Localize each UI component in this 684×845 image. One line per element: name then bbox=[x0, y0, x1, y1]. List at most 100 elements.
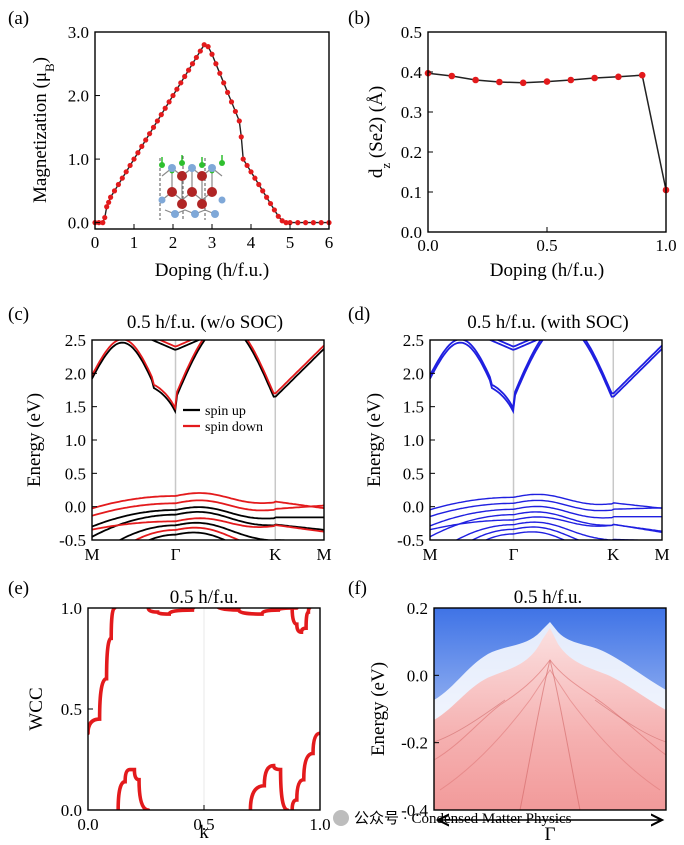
data-point bbox=[638, 71, 646, 79]
data-point bbox=[252, 175, 258, 181]
data-point bbox=[174, 86, 180, 92]
data-point bbox=[111, 188, 118, 194]
data-point bbox=[193, 54, 199, 61]
data-point bbox=[217, 70, 223, 76]
wcc-curve bbox=[146, 608, 299, 616]
data-point bbox=[131, 156, 137, 162]
y-tick-label: 0.5 bbox=[401, 23, 422, 42]
data-point bbox=[213, 61, 219, 67]
k-point-label: M bbox=[316, 545, 331, 564]
data-point bbox=[104, 204, 110, 210]
data-point bbox=[283, 220, 289, 226]
y-tick-label: 0.5 bbox=[403, 464, 424, 483]
x-tick-label: 1.0 bbox=[309, 815, 330, 834]
data-point bbox=[318, 220, 324, 226]
band-spin-up bbox=[92, 340, 324, 415]
data-point bbox=[186, 67, 192, 73]
data-point bbox=[267, 200, 274, 207]
data-point bbox=[119, 175, 125, 181]
panel-e: (e) 0.5 h/f.u. 0.0 0.5 1.0 0.0 0.5 1.0 k WCC bbox=[8, 578, 331, 843]
panel-label-e: (e) bbox=[8, 578, 29, 599]
data-point bbox=[127, 162, 133, 169]
data-point bbox=[147, 131, 153, 137]
y-tick-label: 1.0 bbox=[403, 431, 424, 450]
xlabel-a: Doping (h/f.u.) bbox=[155, 260, 270, 281]
data-point bbox=[244, 162, 250, 169]
data-point bbox=[543, 78, 551, 85]
frame-f bbox=[433, 607, 667, 811]
band-spin-down bbox=[92, 517, 324, 533]
data-point bbox=[108, 194, 114, 200]
xlabel-b: Doping (h/f.u.) bbox=[490, 260, 605, 281]
y-tick-label: 0.0 bbox=[407, 666, 428, 685]
data-point bbox=[238, 134, 244, 140]
title-e: 0.5 h/f.u. bbox=[170, 587, 239, 608]
data-point bbox=[295, 220, 301, 226]
legend-label-spin-up: spin up bbox=[205, 404, 246, 419]
panel-label-f: (f) bbox=[348, 578, 367, 599]
data-point bbox=[275, 213, 281, 219]
y-tick-label: 0.2 bbox=[401, 143, 422, 162]
x-tick-label: 0.0 bbox=[77, 815, 98, 834]
band-spin-down bbox=[133, 526, 242, 540]
data-point bbox=[472, 76, 479, 84]
y-tick-label: 1.0 bbox=[68, 150, 89, 169]
y-tick-label: 2.5 bbox=[403, 331, 424, 350]
y-tick-label: 2.0 bbox=[403, 364, 424, 383]
data-point bbox=[209, 51, 215, 57]
data-point bbox=[182, 73, 188, 80]
x-tick-label: 0.0 bbox=[417, 236, 438, 255]
x-tick-label: 2 bbox=[169, 233, 178, 252]
band-soc bbox=[430, 505, 662, 527]
panel-c: (c) 0.5 h/f.u. (w/o SOC) M Γ K M-0.50.00.51… bbox=[8, 304, 332, 564]
band-spin-up bbox=[118, 521, 305, 540]
title-f: 0.5 h/f.u. bbox=[514, 587, 583, 608]
band-soc bbox=[430, 499, 662, 518]
frame-d bbox=[429, 339, 663, 541]
y-tick-label: -0.4 bbox=[401, 801, 428, 820]
panel-label-d: (d) bbox=[348, 304, 370, 325]
y-tick-label: 0.0 bbox=[68, 214, 89, 233]
legend-label-spin-down: spin down bbox=[205, 420, 263, 435]
y-tick-label: -0.2 bbox=[401, 734, 428, 753]
data-point bbox=[225, 89, 231, 95]
band-soc bbox=[430, 340, 662, 415]
data-point bbox=[123, 169, 129, 175]
ylabel-c: Energy (eV) bbox=[24, 393, 45, 487]
data-point bbox=[448, 72, 456, 80]
frame-a bbox=[94, 31, 330, 230]
y-tick-label: 1.5 bbox=[403, 398, 424, 417]
data-point bbox=[591, 74, 598, 82]
data-point bbox=[139, 143, 145, 149]
k-point-label: K bbox=[269, 545, 282, 564]
panel-label-b: (b) bbox=[348, 8, 370, 29]
data-point bbox=[158, 112, 164, 118]
panel-b: (b) 0.0 0.5 1.0 0.0 0.1 0.2 0.3 0.4 0.5 Doping (… bbox=[348, 8, 677, 281]
crystal-inset-icon bbox=[158, 155, 226, 220]
band-spin-down bbox=[92, 492, 324, 510]
band-soc bbox=[430, 516, 662, 533]
k-point-label: M bbox=[84, 545, 99, 564]
title-d: 0.5 h/f.u. (with SOC) bbox=[467, 312, 629, 333]
data-point bbox=[154, 118, 160, 124]
panel-a: (a) 0 1 2 3 4 5 60.01.02.03.0 Doping (h/f.u.) … bbox=[8, 8, 333, 281]
data-point bbox=[256, 181, 262, 188]
y-tick-label: 2.0 bbox=[68, 87, 89, 106]
ylabel-d: Energy (eV) bbox=[364, 393, 385, 487]
surface-state-heatmap bbox=[433, 608, 667, 811]
panel-label-c: (c) bbox=[8, 304, 29, 325]
band-spin-down bbox=[92, 499, 324, 517]
data-point bbox=[150, 124, 157, 130]
y-tick-label: 0.4 bbox=[401, 63, 423, 82]
frame-c bbox=[91, 339, 325, 541]
wcc-curve bbox=[248, 763, 290, 810]
data-point bbox=[100, 220, 106, 226]
xtick-f-gamma: Γ bbox=[545, 824, 556, 845]
title-c: 0.5 h/f.u. (w/o SOC) bbox=[127, 312, 283, 333]
panel-f: (f) 0.5 h/f.u. -0.4 -0.2 0.0 0.2 Energy (eV… bbox=[348, 578, 667, 845]
y-tick-label: 1.0 bbox=[61, 599, 82, 618]
data-point bbox=[221, 80, 227, 86]
band-spin-up bbox=[92, 506, 324, 528]
y-tick-label: -0.5 bbox=[59, 531, 86, 550]
